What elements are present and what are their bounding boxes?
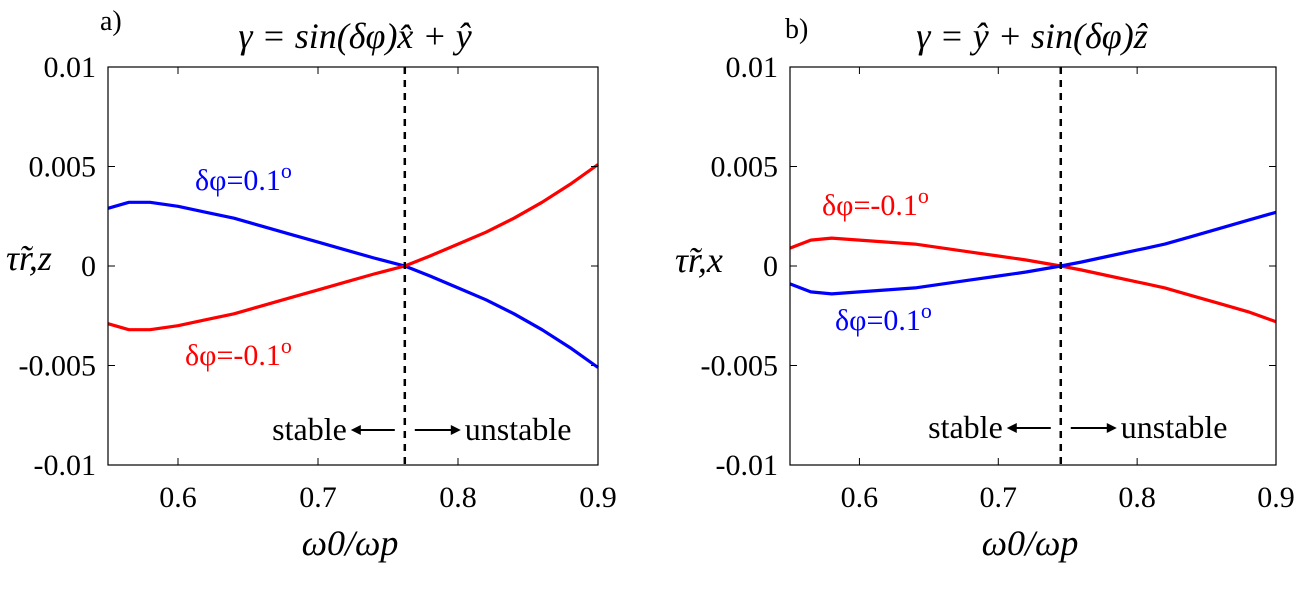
stable-label: stable bbox=[272, 411, 347, 447]
y-axis-label: τ̃r,x bbox=[675, 240, 723, 280]
series-label: δφ=0.1o bbox=[835, 298, 932, 337]
y-tick-label: -0.005 bbox=[19, 350, 97, 383]
x-tick-label: 0.7 bbox=[980, 481, 1018, 514]
series-line-blue bbox=[789, 210, 1277, 296]
x-tick-label: 0.6 bbox=[841, 481, 879, 514]
panel-b: 0.6 0.7 0.8 0.9 0.01 0.005 0 -0.005 -0.01 b) γ = ŷ… bbox=[675, 14, 1295, 563]
right-arrowhead bbox=[450, 425, 461, 435]
panel-label: b) bbox=[785, 14, 808, 45]
series-label: δφ=-0.1o bbox=[822, 183, 929, 222]
stable-label: stable bbox=[928, 409, 1003, 445]
x-tick-label: 0.7 bbox=[299, 481, 337, 514]
y-tick-label: 0 bbox=[763, 250, 778, 283]
x-tick-label: 0.9 bbox=[1257, 481, 1295, 514]
chart-title: γ = sin(δφ)x̂ + ŷ bbox=[238, 16, 471, 56]
left-arrowhead bbox=[350, 425, 361, 435]
y-tick-label: 0 bbox=[81, 250, 96, 283]
x-tick-label: 0.8 bbox=[1118, 481, 1156, 514]
panel-label: a) bbox=[100, 6, 122, 37]
plot-frame bbox=[107, 66, 599, 466]
y-tick-label: -0.01 bbox=[716, 449, 779, 482]
series-line-red bbox=[107, 163, 599, 332]
series-line-blue bbox=[107, 200, 599, 369]
y-tick-label: 0.01 bbox=[726, 51, 779, 84]
x-tick-label: 0.9 bbox=[579, 481, 617, 514]
y-tick-label: 0.01 bbox=[44, 51, 97, 84]
series-line-red bbox=[789, 236, 1277, 324]
x-axis-label: ω0/ωp bbox=[982, 523, 1079, 563]
y-tick-label: -0.005 bbox=[701, 350, 779, 383]
series-label: δφ=-0.1o bbox=[185, 333, 292, 372]
y-tick-label: -0.01 bbox=[34, 449, 97, 482]
panel-a: 0.6 0.7 0.8 0.9 0.01 0.005 0 -0.005 -0.01 a) γ = s… bbox=[6, 6, 617, 563]
x-axis-label: ω0/ωp bbox=[302, 523, 399, 563]
left-arrowhead bbox=[1006, 423, 1017, 433]
chart-title: γ = ŷ + sin(δφ)ẑ bbox=[916, 16, 1148, 56]
y-axis-label: τ̃r,z bbox=[6, 238, 52, 278]
y-tick-label: 0.005 bbox=[29, 151, 97, 184]
x-tick-label: 0.8 bbox=[439, 481, 477, 514]
right-arrowhead bbox=[1106, 423, 1117, 433]
y-tick-label: 0.005 bbox=[711, 151, 779, 184]
unstable-label: unstable bbox=[1121, 409, 1228, 445]
plot-frame bbox=[789, 66, 1277, 466]
series-label: δφ=0.1o bbox=[195, 158, 292, 197]
unstable-label: unstable bbox=[465, 411, 572, 447]
x-tick-label: 0.6 bbox=[159, 481, 197, 514]
